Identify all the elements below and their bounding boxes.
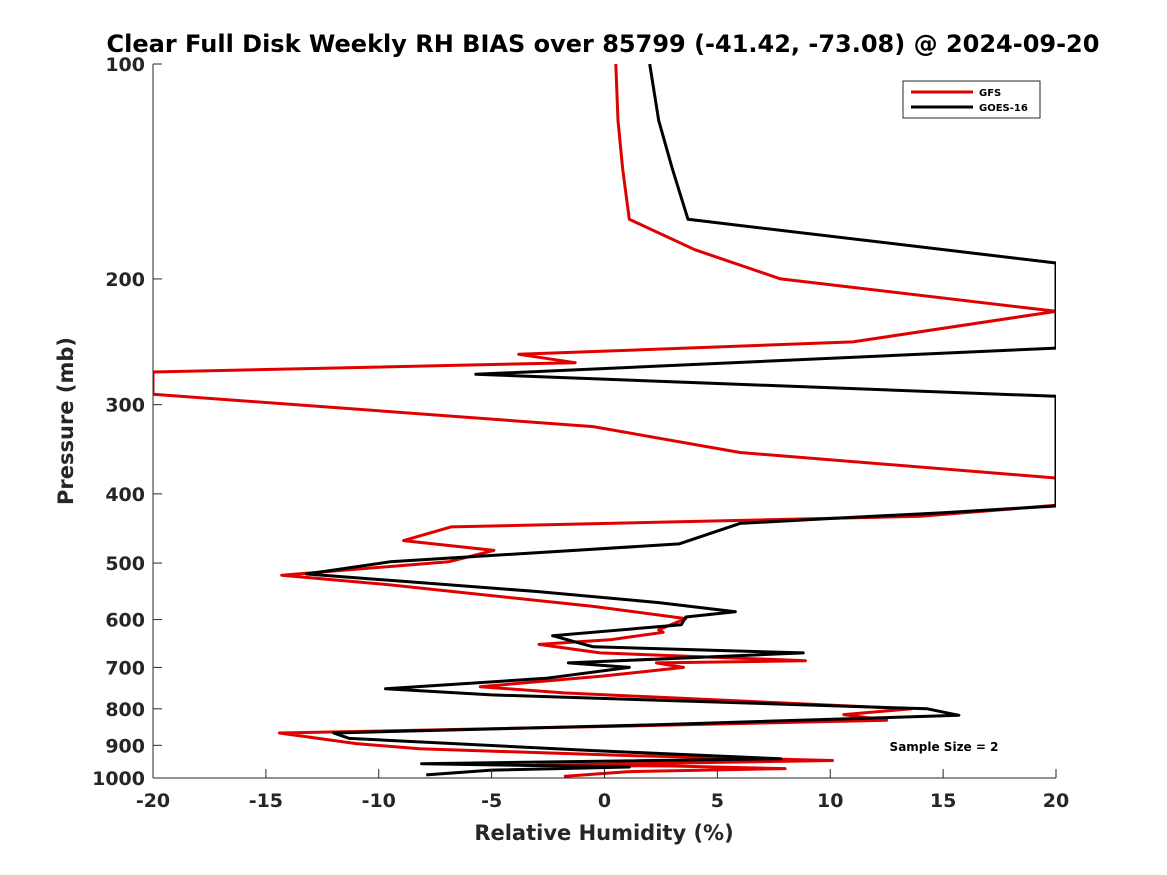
y-tick-label: 100 (105, 54, 145, 76)
x-tick-label: 10 (817, 790, 843, 812)
x-tick-label: -5 (481, 790, 502, 812)
x-tick-label: -15 (249, 790, 283, 812)
y-axis-label: Pressure (mb) (54, 337, 78, 505)
x-tick-label: 15 (930, 790, 956, 812)
series-layer (153, 64, 1056, 778)
x-tick-label: -10 (362, 790, 396, 812)
y-tick-label: 200 (105, 269, 145, 291)
legend-box (902, 80, 1041, 119)
plot-area (152, 64, 1056, 779)
x-tick-label: 5 (711, 790, 724, 812)
y-tick-label: 900 (105, 735, 145, 757)
y-tick-label: 600 (105, 610, 145, 632)
legend-label: GFS (979, 88, 1001, 99)
x-axis-ticks: -20 -15 -10 -5 0 5 10 15 20 (136, 769, 1069, 812)
x-tick-label: 20 (1043, 790, 1069, 812)
y-tick-label: 500 (105, 553, 145, 575)
y-tick-label: 1000 (92, 768, 145, 790)
x-tick-label: -20 (136, 790, 170, 812)
x-axis-label: Relative Humidity (%) (474, 821, 733, 845)
series-line-goes-16 (305, 64, 1056, 777)
sample-size-annotation: Sample Size = 2 (890, 740, 999, 754)
x-tick-label: 0 (598, 790, 611, 812)
legend-label: GOES-16 (979, 103, 1028, 114)
y-tick-label: 400 (105, 484, 145, 506)
y-tick-label: 700 (105, 657, 145, 679)
y-tick-label: 800 (105, 699, 145, 721)
y-tick-label: 300 (105, 395, 145, 417)
chart-title: Clear Full Disk Weekly RH BIAS over 8579… (107, 30, 1100, 58)
plot-background (153, 64, 1056, 778)
y-axis-ticks: 100 200 300 400 500 600 700 800 900 1000 (92, 54, 162, 790)
legend: GFS GOES-16 (902, 80, 1041, 119)
